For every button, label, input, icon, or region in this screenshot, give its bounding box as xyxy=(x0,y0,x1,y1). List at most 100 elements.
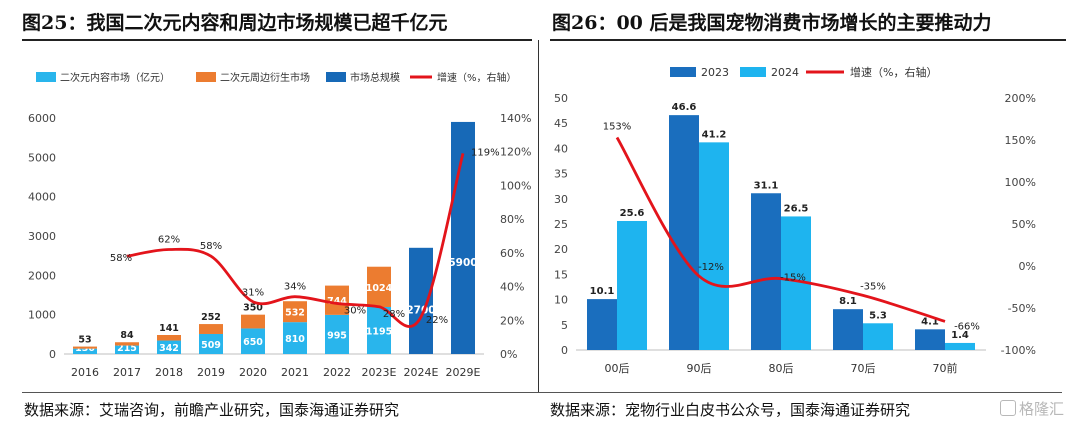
x-axis-tick-label: 2029E xyxy=(446,366,481,379)
pet-consumption-chart: 2023 2024 增速（%，右轴） 0 5 10 15 20 25 30 35 40 45 50 -100… xyxy=(554,65,1036,375)
legend-label: 2023 xyxy=(701,66,729,79)
y-axis-tick-label: 5 xyxy=(561,319,568,332)
data-label-derivative: 1024 xyxy=(366,283,393,294)
data-label-derivative: 84 xyxy=(120,330,134,341)
data-label-2023: 46.6 xyxy=(672,102,697,113)
bar-2024 xyxy=(617,220,647,350)
figure-25-panel: 图25：我国二次元内容和周边市场规模已超千亿元 二次元内容市场（亿元） 二次元周边… xyxy=(22,12,532,379)
growth-label: 22% xyxy=(426,315,448,326)
data-label-2023: 4.1 xyxy=(921,316,939,327)
x-axis-tick-label: 2019 xyxy=(197,366,225,379)
data-label-2024: 25.6 xyxy=(620,208,645,219)
y2-axis-tick-label: 60% xyxy=(500,247,524,260)
growth-line xyxy=(126,153,465,328)
data-label-content: 810 xyxy=(285,334,305,345)
legend-label: 市场总规模 xyxy=(350,71,400,84)
growth-label: 58% xyxy=(200,241,222,252)
bar-2024 xyxy=(945,342,975,350)
bar-content xyxy=(73,348,97,354)
bar-2023 xyxy=(587,299,617,350)
x-axis-tick-label: 70后 xyxy=(851,362,876,375)
source-note: 数据来源：宠物行业白皮书公众号，国泰海通证券研究 xyxy=(550,401,911,419)
data-label-content: 650 xyxy=(243,337,263,348)
y2-axis-tick-label: 20% xyxy=(500,314,524,327)
bar-content xyxy=(367,306,391,354)
bar-derivative xyxy=(241,314,265,329)
bar-derivative xyxy=(199,324,223,334)
growth-label: -12% xyxy=(698,262,724,273)
x-axis-tick-label: 2023E xyxy=(362,366,397,379)
data-label-derivative: 141 xyxy=(159,323,179,334)
data-label-content: 509 xyxy=(201,340,221,351)
bar-2023 xyxy=(751,193,781,350)
y-axis-tick-label: 25 xyxy=(554,218,568,231)
y-axis-tick-label: 50 xyxy=(554,92,568,105)
y-axis-tick-label: 40 xyxy=(554,142,568,155)
data-label-2024: 26.5 xyxy=(784,203,809,214)
legend-label: 增速（%，右轴） xyxy=(850,65,937,79)
y-axis-tick-label: 15 xyxy=(554,268,568,281)
bar-2023 xyxy=(915,329,945,350)
bar-derivative xyxy=(283,301,307,323)
data-label-derivative: 532 xyxy=(285,308,305,319)
bar-2024 xyxy=(863,323,893,350)
y-axis-tick-label: 3000 xyxy=(28,230,56,243)
data-label-2024: 1.4 xyxy=(951,330,969,341)
data-label-content: 995 xyxy=(327,330,347,341)
watermark: 格隆汇 xyxy=(1000,398,1064,419)
bar-content xyxy=(199,333,223,354)
y2-axis-tick-label: 100% xyxy=(500,179,531,192)
panel-divider xyxy=(538,40,539,392)
x-axis-tick-label: 2024E xyxy=(404,366,439,379)
y-axis-tick-label: 35 xyxy=(554,168,568,181)
data-label-content: 1195 xyxy=(366,326,392,337)
growth-label: 58% xyxy=(110,253,132,264)
growth-line xyxy=(615,136,946,323)
data-label-2024: 5.3 xyxy=(869,310,887,321)
data-label-total: 5900 xyxy=(448,257,477,269)
legend-swatch xyxy=(670,67,696,77)
bar-2023 xyxy=(833,309,863,350)
data-label-2023: 8.1 xyxy=(839,296,857,307)
y2-axis-tick-label: 0% xyxy=(1019,260,1036,273)
figure-26-panel: 图26：00 后是我国宠物消费市场增长的主要推动力 2023 2024 增速（%，右… xyxy=(540,0,1080,432)
legend-swatch xyxy=(740,67,766,77)
y-axis-tick-label: 30 xyxy=(554,193,568,206)
x-axis-tick-label: 2020 xyxy=(239,366,267,379)
bar-content xyxy=(283,322,307,354)
title-rule xyxy=(22,39,532,41)
x-axis-tick-label: 2021 xyxy=(281,366,309,379)
y2-axis-tick-label: 200% xyxy=(1005,92,1036,105)
market-size-chart: 二次元内容市场（亿元） 二次元周边衍生市场 市场总规模 增速（%，右轴） 0 1000 20… xyxy=(28,71,531,379)
x-axis-tick-label: 2017 xyxy=(113,366,141,379)
bar-derivative xyxy=(73,346,97,349)
x-axis-tick-label: 90后 xyxy=(687,362,712,375)
y2-axis-tick-label: -100% xyxy=(1001,344,1036,357)
legend-swatch xyxy=(326,72,346,82)
growth-label: -66% xyxy=(954,321,980,332)
growth-label: 153% xyxy=(603,121,632,132)
legend-label: 二次元内容市场（亿元） xyxy=(60,71,170,84)
x-axis-tick-label: 70前 xyxy=(933,361,958,375)
figure-title: 图26：00 后是我国宠物消费市场增长的主要推动力 xyxy=(552,12,992,34)
y2-axis-tick-label: 140% xyxy=(500,112,531,125)
watermark-text: 格隆汇 xyxy=(1019,400,1065,418)
bar-total xyxy=(451,121,475,354)
y-axis-tick-label: 0 xyxy=(561,344,568,357)
data-label-2023: 31.1 xyxy=(754,180,779,191)
y-axis-tick-label: 2000 xyxy=(28,269,56,282)
growth-label: 31% xyxy=(242,288,264,299)
y-axis-tick-label: 1000 xyxy=(28,309,56,322)
y2-axis-tick-label: 50% xyxy=(1012,218,1036,231)
footer-rule xyxy=(22,392,1062,393)
data-label-derivative: 53 xyxy=(78,335,91,346)
y2-axis-tick-label: 40% xyxy=(500,281,524,294)
y2-axis-tick-label: 0% xyxy=(500,348,517,361)
y-axis-tick-label: 45 xyxy=(554,117,568,130)
y2-axis-tick-label: 150% xyxy=(1005,134,1036,147)
bar-derivative xyxy=(367,266,391,307)
growth-label: 28% xyxy=(383,309,405,320)
bar-content xyxy=(115,345,139,354)
legend-swatch xyxy=(36,72,56,82)
bar-total xyxy=(409,247,433,354)
